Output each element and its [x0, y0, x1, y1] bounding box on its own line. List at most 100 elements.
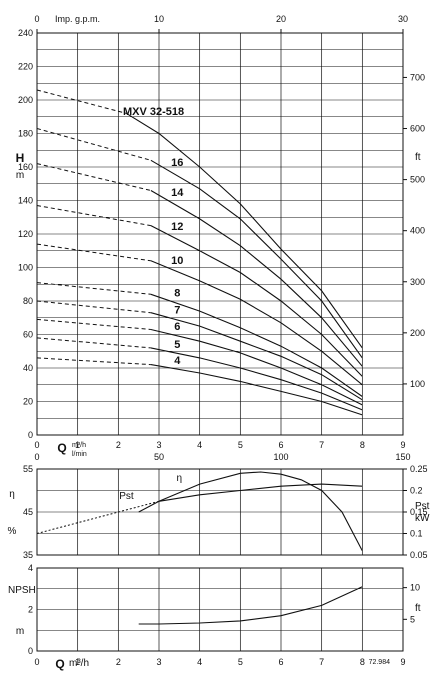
head-y-tick-label: 140 [18, 196, 33, 206]
head-x-tick-label: 4 [197, 440, 202, 450]
head-y-tick-label: 60 [23, 330, 33, 340]
head-y-tick-label: 20 [23, 397, 33, 407]
eff-right-tick-label: 0.2 [410, 486, 423, 496]
stage-label: 4 [174, 355, 181, 367]
eff-y-tick-label: 45 [23, 507, 33, 517]
stage-curve-dashed [36, 282, 151, 295]
npsh-curve [138, 586, 363, 625]
stage-label: 6 [174, 321, 180, 333]
npsh-y-tick-label: 4 [28, 563, 33, 573]
npsh-x-tick-label: 6 [278, 657, 283, 667]
eff-y-tick-label: 55 [23, 464, 33, 474]
eff-right-tick-label: 0.05 [410, 550, 428, 560]
stage-curve [150, 364, 363, 416]
stage-label: 16 [171, 157, 183, 169]
head-y-tick-label: 180 [18, 129, 33, 139]
head-title: MXV 32-518 [123, 106, 184, 118]
npsh-y-tick-label: 2 [28, 605, 33, 615]
title-curve [126, 112, 363, 349]
head-x2-tick-label: 0 [34, 452, 39, 462]
head-y-tick-label: 100 [18, 263, 33, 273]
title-curve-dashed [36, 89, 127, 114]
npsh-panel: 0 2 4 NPSH m 5 10 ft 0 1 2 3 4 5 6 7 8 9 Q m³/h 72.984 [8, 563, 421, 671]
head-x-tick-label: 7 [319, 440, 324, 450]
head-x-tick-label: 6 [278, 440, 283, 450]
head-x-tick-label: 2 [116, 440, 121, 450]
stage-label: 14 [171, 187, 184, 199]
head-x-tick-label: 0 [34, 440, 39, 450]
npsh-x-tick-label: 5 [238, 657, 243, 667]
stage-label: 7 [174, 305, 180, 317]
eff-y-tick-label: 35 [23, 550, 33, 560]
head-y-tick-label: 220 [18, 62, 33, 72]
head-y-tick-label: 120 [18, 229, 33, 239]
head-right-tick-label: 300 [410, 277, 425, 287]
npsh-x-tick-label: 0 [34, 657, 39, 667]
npsh-x-tick-label: 2 [116, 657, 121, 667]
head-x2-tick-label: 50 [154, 452, 164, 462]
stage-curve-dashed [36, 337, 151, 349]
npsh-right-label: ft [415, 603, 421, 614]
stage-curve [150, 159, 363, 359]
head-right-tick-label: 400 [410, 226, 425, 236]
head-y-tick-label: 160 [18, 162, 33, 172]
eta-label: η [177, 473, 183, 484]
npsh-right-tick-label: 5 [410, 614, 415, 624]
head-x2-unit: l/min [72, 451, 87, 458]
stage-curve [150, 293, 363, 397]
npsh-y-tick-label: 0 [28, 646, 33, 656]
head-y-label: H [16, 151, 25, 165]
head-top-tick-label: 0 [34, 14, 39, 24]
stage-label: 5 [174, 339, 180, 351]
head-y-tick-label: 80 [23, 296, 33, 306]
eff-right-tick-label: 0.1 [410, 529, 423, 539]
stage-curve-dashed [36, 205, 151, 227]
head-right-tick-label: 100 [410, 379, 425, 389]
head-y-tick-label: 40 [23, 363, 33, 373]
stage-label: 8 [174, 287, 180, 299]
npsh-x-unit: m³/h [69, 658, 89, 669]
head-right-label: ft [415, 152, 421, 163]
head-x-tick-label: 8 [360, 440, 365, 450]
npsh-right-tick-label: 10 [410, 583, 420, 593]
npsh-x-tick-label: 8 [360, 657, 365, 667]
eff-right-unit: kW [415, 513, 430, 524]
head-x-tick-label: 5 [238, 440, 243, 450]
head-top-tick-label: 30 [398, 14, 408, 24]
eff-y-label: η [9, 489, 15, 500]
stage-curve-dashed [36, 300, 151, 314]
head-y-tick-label: 240 [18, 28, 33, 38]
stage-curve [150, 328, 363, 406]
head-top-tick-label: 10 [154, 14, 164, 24]
head-x2-tick-label: 150 [395, 452, 410, 462]
stage-curve [150, 347, 363, 411]
eff-right-tick-label: 0.25 [410, 464, 428, 474]
stage-curve-dashed [36, 357, 151, 366]
stage-curve [150, 260, 363, 386]
head-top-tick-label: 20 [276, 14, 286, 24]
head-right-tick-label: 600 [410, 124, 425, 134]
eff-y-unit: % [8, 526, 17, 537]
stage-label: 12 [171, 221, 183, 233]
head-y-tick-label: 200 [18, 95, 33, 105]
head-right-tick-label: 500 [410, 175, 425, 185]
eta-curve [138, 471, 363, 551]
pst-curve-dashed [36, 500, 160, 534]
stage-curve-dashed [36, 318, 151, 330]
pst-label: Pst [119, 491, 134, 502]
stage-curve [150, 190, 363, 367]
head-x-letter: Q [57, 441, 66, 455]
npsh-x-tick-label: 3 [156, 657, 161, 667]
npsh-x-letter: Q [55, 657, 64, 671]
npsh-x-tick-label: 4 [197, 657, 202, 667]
head-right-tick-label: 700 [410, 72, 425, 82]
head-top-label: Imp. g.p.m. [55, 14, 100, 24]
stage-curve-dashed [36, 163, 152, 191]
head-x-tick-label: 9 [400, 440, 405, 450]
stage-curve-dashed [36, 128, 152, 161]
head-right-tick-label: 200 [410, 328, 425, 338]
eff-right-label: Pst [415, 501, 430, 512]
